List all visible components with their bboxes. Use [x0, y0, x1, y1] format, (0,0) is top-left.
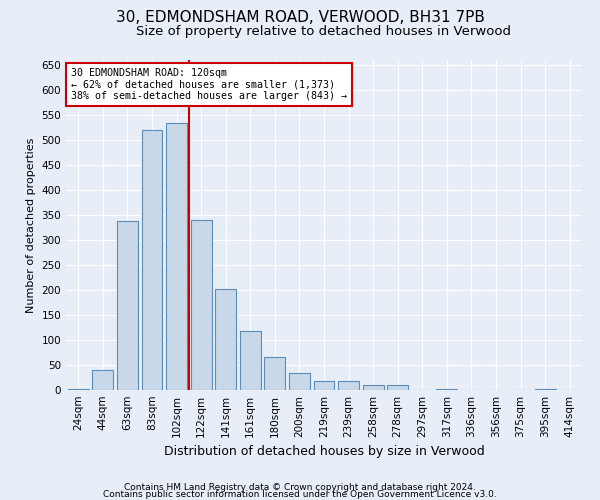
Text: Contains HM Land Registry data © Crown copyright and database right 2024.: Contains HM Land Registry data © Crown c… [124, 484, 476, 492]
Y-axis label: Number of detached properties: Number of detached properties [26, 138, 36, 312]
Bar [142, 130, 163, 390]
Bar [338, 381, 359, 390]
Bar [117, 221, 138, 390]
Text: Contains public sector information licensed under the Open Government Licence v3: Contains public sector information licen… [103, 490, 497, 499]
Bar [68, 389, 89, 390]
Bar [191, 220, 212, 390]
Bar [362, 385, 383, 390]
Bar [387, 385, 408, 390]
Bar [265, 356, 286, 390]
Bar [436, 389, 457, 390]
X-axis label: Distribution of detached houses by size in Verwood: Distribution of detached houses by size … [164, 446, 484, 458]
Bar [314, 381, 334, 390]
Bar [535, 389, 556, 390]
Text: 30, EDMONDSHAM ROAD, VERWOOD, BH31 7PB: 30, EDMONDSHAM ROAD, VERWOOD, BH31 7PB [116, 10, 484, 25]
Title: Size of property relative to detached houses in Verwood: Size of property relative to detached ho… [137, 25, 511, 38]
Bar [240, 331, 261, 390]
Text: 30 EDMONDSHAM ROAD: 120sqm
← 62% of detached houses are smaller (1,373)
38% of s: 30 EDMONDSHAM ROAD: 120sqm ← 62% of deta… [71, 68, 347, 102]
Bar [92, 370, 113, 390]
Bar [215, 288, 236, 390]
Bar [166, 122, 187, 390]
Bar [289, 372, 310, 390]
